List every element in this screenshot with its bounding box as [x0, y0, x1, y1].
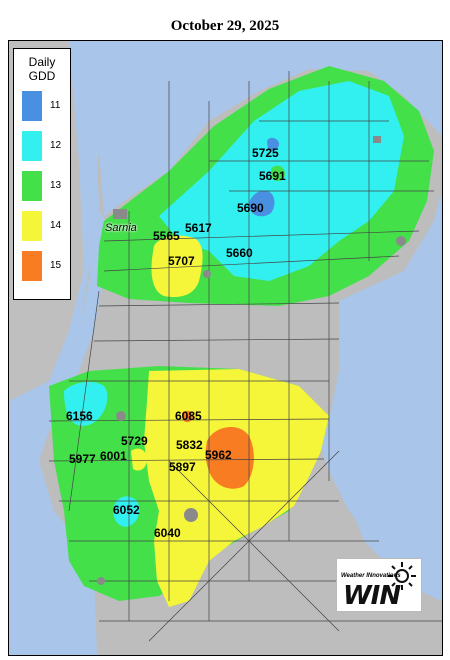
legend-item: 12 — [22, 131, 70, 161]
station-label: 5707 — [168, 254, 195, 268]
station-label: 5832 — [176, 438, 203, 452]
station-label: 5691 — [259, 169, 286, 183]
legend-label: 14 — [50, 220, 62, 231]
legend-swatch — [22, 211, 42, 241]
legend-item: 13 — [22, 171, 70, 201]
station-label: 6085 — [175, 409, 202, 423]
legend-swatch — [22, 91, 42, 121]
station-label: 5690 — [237, 201, 264, 215]
legend-label: 11 — [50, 100, 61, 111]
zone-north-12 — [159, 81, 404, 281]
legend-label: 15 — [50, 260, 62, 271]
station-label: 5617 — [185, 221, 212, 235]
station-label: 5565 — [153, 229, 180, 243]
legend-label: 13 — [50, 180, 62, 191]
zone-north-13b — [271, 165, 285, 182]
station-label: 6052 — [113, 503, 140, 517]
legend-item: 11 — [22, 91, 70, 121]
road-network — [48, 71, 442, 642]
map-canvas — [9, 41, 442, 655]
map-frame: Sarnia 5725 5691 5690 5617 5565 5660 570… — [8, 40, 443, 656]
zone-north-11b — [267, 137, 280, 151]
map-title: October 29, 2025 — [170, 18, 280, 34]
logo-subtitle: Weather INnovations — [341, 573, 401, 579]
station-label: 5729 — [121, 434, 148, 448]
logo-name: WIN — [343, 581, 401, 611]
legend-swatch — [22, 251, 42, 281]
lake-huron — [84, 41, 442, 216]
station-label: 5962 — [205, 448, 232, 462]
station-label: 5725 — [252, 146, 279, 160]
zone-north-14 — [151, 235, 203, 298]
zone-south-12b — [113, 496, 140, 527]
town-markers — [97, 136, 406, 585]
win-logo: Weather INnovations WIN — [336, 558, 422, 612]
zone-south-15 — [205, 426, 254, 489]
station-label: 6040 — [154, 526, 181, 540]
station-label: 5660 — [226, 246, 253, 260]
legend-label: 12 — [50, 140, 62, 151]
station-label: 6001 — [100, 449, 127, 463]
sun-icon — [388, 562, 416, 590]
zone-north-11a — [249, 190, 275, 217]
zone-south-14b — [131, 448, 147, 471]
legend-title-line2: GDD — [28, 69, 56, 83]
legend-swatch — [22, 171, 42, 201]
station-label: 5897 — [169, 460, 196, 474]
station-label: 5977 — [69, 452, 96, 466]
lake-erie — [9, 561, 89, 655]
city-label-sarnia: Sarnia — [105, 222, 137, 234]
legend: Daily GDD 11 12 13 14 15 — [13, 48, 71, 300]
zone-south-15b — [182, 410, 193, 423]
lake-st-clair — [349, 371, 442, 586]
legend-title-line1: Daily — [28, 55, 56, 69]
legend-swatch — [22, 131, 42, 161]
zone-south-12 — [64, 381, 108, 426]
station-label: 6156 — [66, 409, 93, 423]
legend-item: 14 — [22, 211, 70, 241]
river — [9, 211, 109, 481]
legend-item: 15 — [22, 251, 70, 281]
